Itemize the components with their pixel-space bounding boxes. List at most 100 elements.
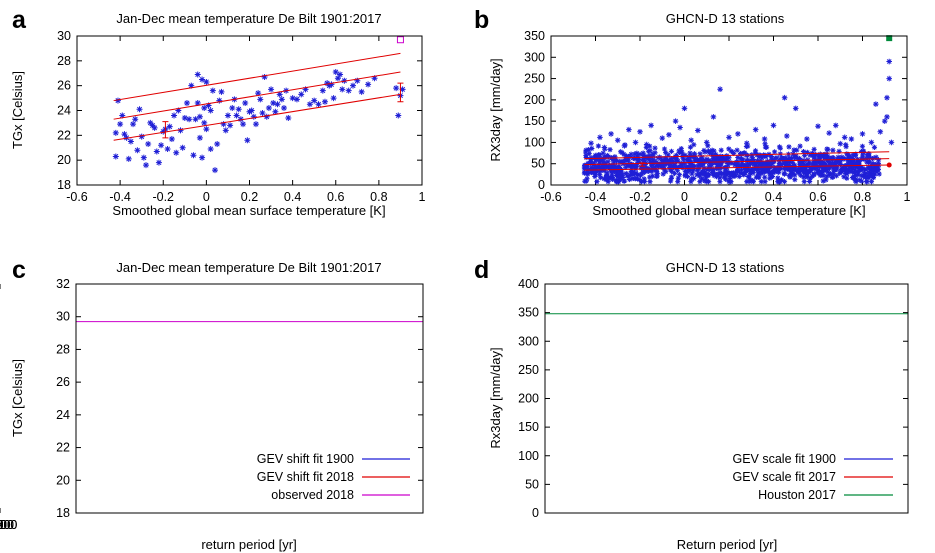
- data-point: [793, 155, 799, 161]
- data-point: [742, 150, 748, 156]
- data-point: [114, 97, 121, 104]
- panel-c-xtick-label: 5: [0, 518, 4, 532]
- data-point: [847, 165, 853, 171]
- data-point: [722, 176, 729, 182]
- data-point: [866, 175, 872, 181]
- data-point: [171, 112, 178, 119]
- data-point: [151, 124, 158, 131]
- panel-d-legend: GEV scale fit 1900 GEV scale fit 2017 Ho…: [732, 452, 893, 502]
- data-point: [866, 169, 873, 175]
- panel-b-title: GHCN-D 13 stations: [666, 11, 785, 26]
- data-point: [848, 169, 854, 175]
- current-marker: [886, 162, 892, 168]
- data-point: [804, 136, 810, 142]
- data-point: [582, 170, 588, 176]
- data-point: [687, 158, 694, 164]
- data-point: [841, 134, 848, 141]
- panel-c-title: Jan-Dec mean temperature De Bilt 1901:20…: [116, 260, 381, 275]
- data-point: [827, 156, 833, 162]
- data-point: [866, 172, 873, 179]
- data-point: [112, 129, 119, 136]
- panel-a-title: Jan-Dec mean temperature De Bilt 1901:20…: [116, 11, 381, 26]
- data-point: [744, 161, 750, 168]
- data-point: [649, 168, 655, 174]
- data-point: [632, 176, 638, 182]
- data-point: [873, 154, 879, 160]
- panel-b-xtick-label: 1: [904, 190, 911, 204]
- data-point: [663, 169, 669, 175]
- data-point: [862, 174, 869, 180]
- data-point: [668, 175, 674, 182]
- error-bar: [639, 162, 646, 167]
- data-point: [811, 146, 817, 152]
- data-point: [818, 159, 824, 165]
- data-point: [634, 150, 640, 156]
- data-point: [775, 175, 781, 181]
- panel-c-ytick-label: 22: [56, 441, 70, 455]
- data-point: [661, 146, 668, 152]
- panel-b-xtick-label: 0.4: [765, 190, 782, 204]
- data-point: [645, 153, 651, 160]
- data-point: [638, 171, 645, 177]
- data-point: [334, 75, 341, 82]
- data-point: [711, 158, 717, 164]
- data-point: [618, 149, 624, 155]
- data-point: [712, 151, 719, 157]
- data-point: [802, 162, 808, 168]
- data-point: [328, 81, 335, 88]
- data-point: [583, 149, 589, 155]
- data-point: [289, 95, 296, 102]
- data-point: [626, 176, 633, 183]
- data-point: [619, 159, 625, 166]
- panel-c: c Jan-Dec mean temperature De Bilt 1901:…: [0, 256, 424, 552]
- data-point: [852, 172, 859, 179]
- data-point: [838, 166, 844, 172]
- data-point: [759, 163, 765, 169]
- data-point: [584, 176, 590, 182]
- data-point: [666, 165, 673, 171]
- data-point: [658, 155, 664, 161]
- data-point: [591, 165, 598, 172]
- data-point: [752, 148, 759, 154]
- data-point: [321, 98, 328, 105]
- data-point: [822, 162, 828, 169]
- data-point: [710, 169, 716, 175]
- data-point: [792, 177, 798, 183]
- data-point: [737, 163, 743, 169]
- data-point: [692, 155, 698, 161]
- data-point: [196, 134, 203, 141]
- data-point: [586, 146, 592, 153]
- data-point: [702, 149, 708, 155]
- panel-b-xtick-label: 0: [681, 190, 688, 204]
- data-point: [699, 168, 706, 174]
- data-point: [817, 172, 823, 178]
- data-point: [119, 112, 126, 119]
- data-point: [775, 166, 781, 172]
- panel-d-ytick-label: 50: [525, 477, 539, 491]
- data-point: [691, 142, 697, 148]
- data-point: [798, 172, 804, 178]
- data-point: [728, 171, 734, 177]
- panel-c-ytick-label: 24: [56, 408, 70, 422]
- data-point: [886, 75, 892, 82]
- panel-c-xtick-label: 2: [0, 518, 4, 532]
- data-point: [873, 101, 879, 107]
- panel-b-ytick-label: 50: [531, 157, 545, 171]
- data-point: [856, 158, 862, 164]
- data-point: [677, 124, 683, 131]
- data-point: [261, 73, 268, 80]
- data-point: [235, 106, 242, 113]
- data-point: [789, 160, 796, 166]
- panel-b-marks: [581, 35, 895, 185]
- data-point: [614, 137, 621, 144]
- data-point: [703, 139, 710, 146]
- data-point: [759, 155, 765, 161]
- data-point: [830, 174, 836, 180]
- panel-b-xtick-label: 0.6: [809, 190, 826, 204]
- data-point: [731, 170, 737, 176]
- data-point: [689, 171, 695, 177]
- panel-b-ytick-label: 200: [524, 93, 545, 107]
- data-point: [833, 159, 840, 166]
- data-point: [395, 112, 402, 119]
- data-point: [829, 155, 835, 161]
